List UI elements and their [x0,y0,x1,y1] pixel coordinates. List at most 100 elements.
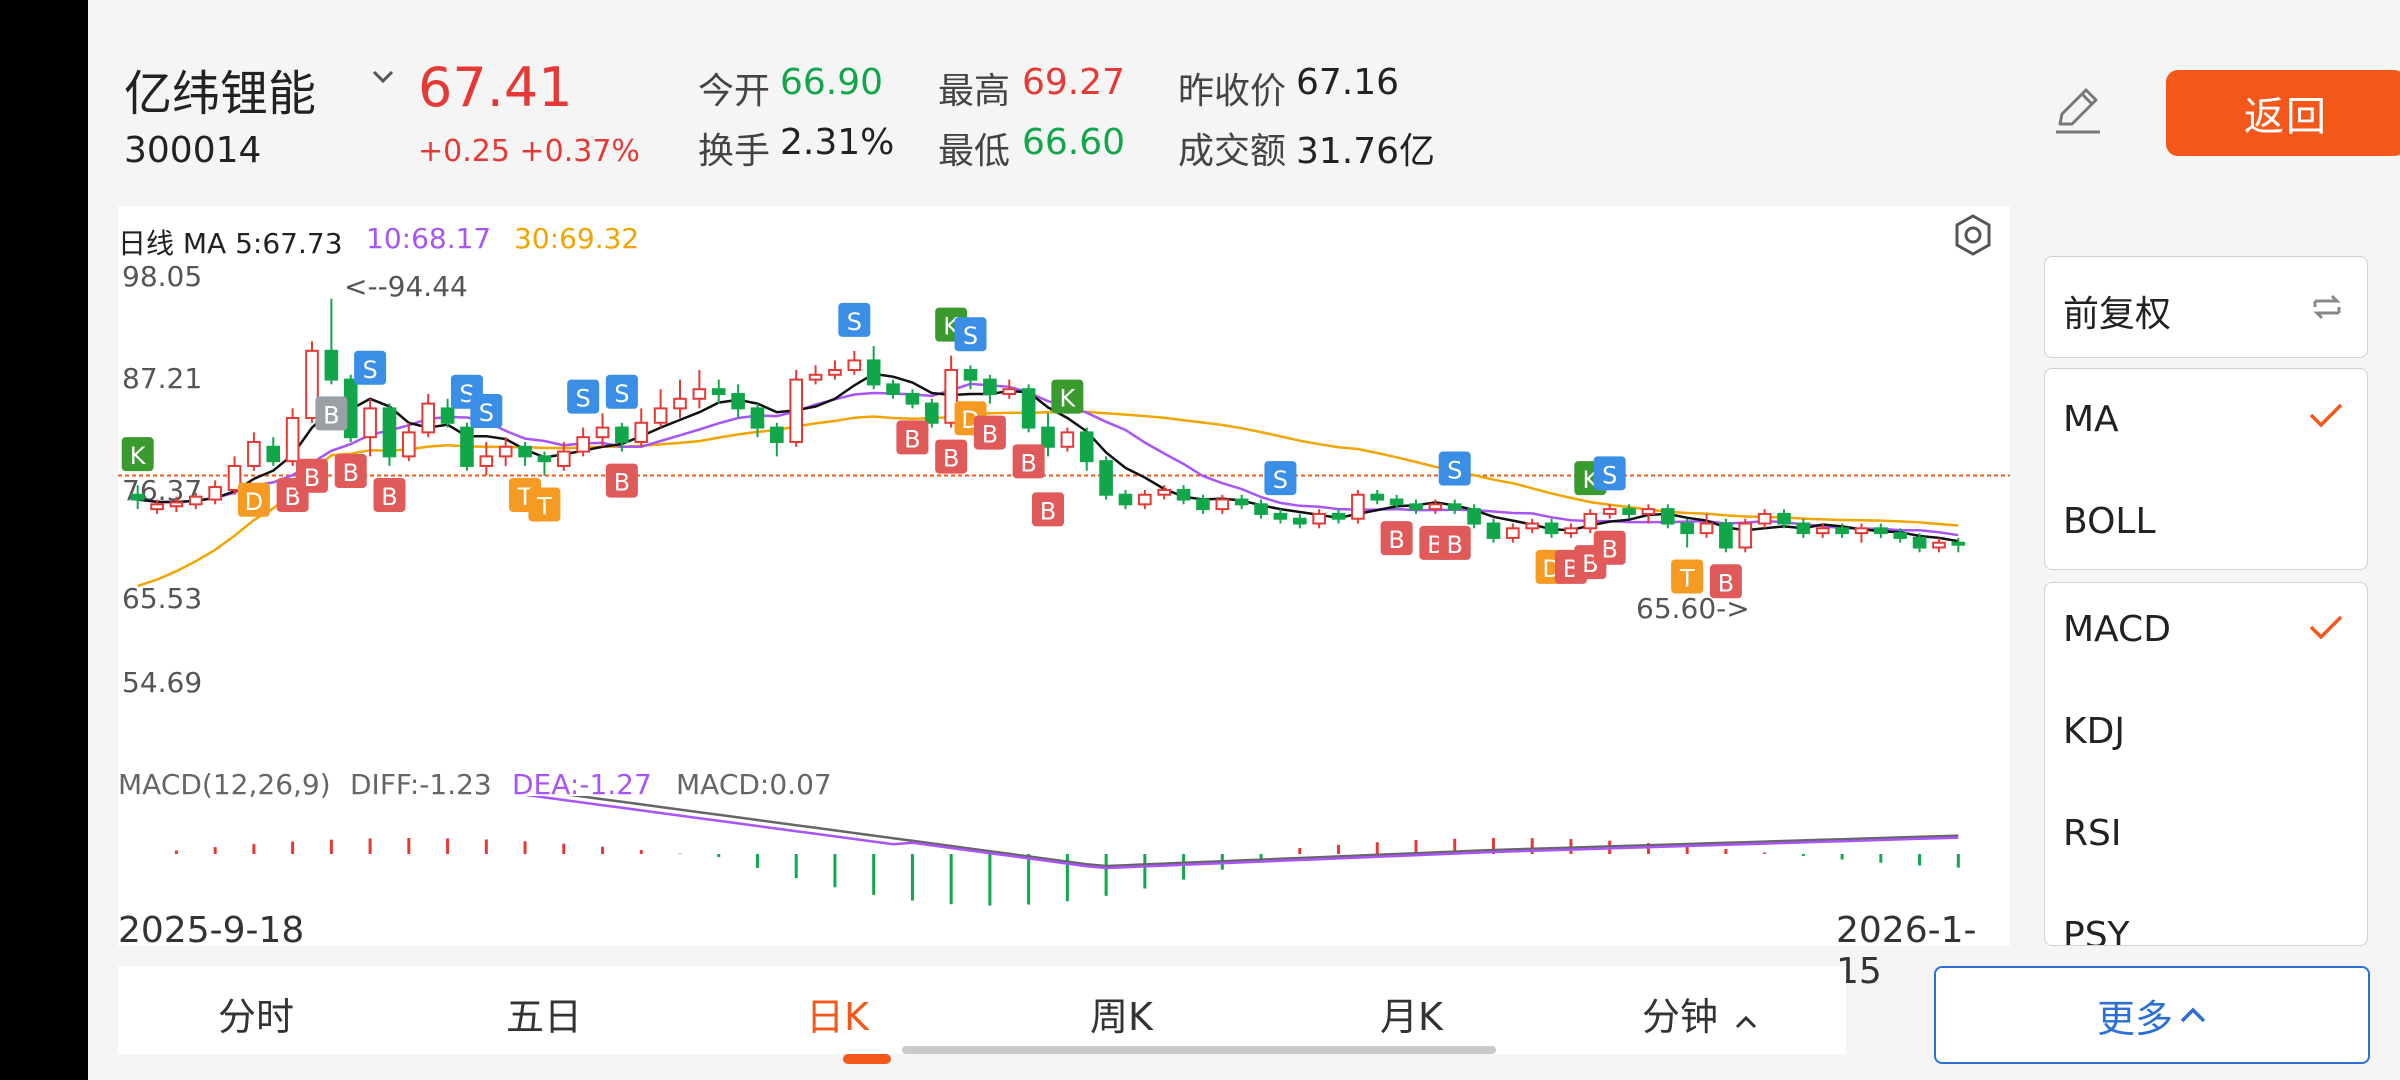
signal-badge-t: T [1671,559,1704,594]
signal-badge-text: S [614,380,629,408]
pencil-icon[interactable] [2050,80,2106,136]
chevron-down-icon[interactable] [368,62,398,92]
diff-line [569,796,1959,868]
candle [363,407,377,439]
candle [1099,460,1113,496]
kline-chart-panel[interactable]: 日线 MA 5:67.73 10:68.17 30:69.32 98.05 87… [118,206,2010,992]
candle [866,359,881,386]
signal-badge-text: D [245,488,263,516]
signal-badge-text: B [1718,569,1734,597]
tab-minute[interactable]: 分钟 [1642,986,1758,1041]
candle [595,426,610,439]
main-indicator-list: MA BOLL [2044,368,2368,570]
signal-badge-text: B [343,459,359,487]
signal-badge-b: B [896,420,929,455]
signal-badge-bg [315,396,348,431]
tab-weekly-k[interactable]: 周K [1090,995,1153,1039]
macd-legend: MACD(12,26,9) [118,768,331,801]
candle [1796,522,1811,535]
indicator-rsi[interactable]: RSI [2063,813,2122,854]
high-value: 69.27 [1022,62,1126,103]
candle [1351,493,1365,520]
candle [1060,431,1075,448]
candle [1544,522,1559,535]
candle [169,501,184,508]
candle [150,503,164,511]
signal-badge-text: B [381,483,397,511]
y-label-2: 87.21 [122,362,203,395]
signal-badge-b: B [334,453,367,488]
horizontal-scrollbar[interactable] [902,1046,1496,1054]
candle [1525,522,1540,530]
diff-legend: DIFF:-1.23 [350,768,492,801]
start-date: 2025-9-18 [118,910,305,951]
turnover-label: 换手 [698,131,771,172]
candle [208,486,222,501]
candle [1428,503,1443,511]
signal-badge-s: S [567,379,600,414]
candle [1409,503,1423,511]
tab-monthly-k[interactable]: 月K [1380,995,1443,1039]
macd-plot [174,796,1960,906]
indicator-kdj[interactable]: KDJ [2063,711,2125,752]
candle [944,369,958,424]
candle [1699,522,1714,535]
signal-badge-t: T [528,487,561,522]
candle [1079,431,1094,463]
signal-badge-b: B [1012,444,1045,479]
candle [1292,517,1307,525]
end-date: 2026-1-15 [1836,910,1977,992]
candle [615,426,629,443]
app-window: 亿纬锂能 300014 67.41 +0.25 +0.37% 今开 66.90 … [88,0,2400,1080]
back-button[interactable]: 返回 [2166,70,2400,156]
y-label-5: 54.69 [122,666,203,699]
candle [1021,388,1036,429]
candle [247,440,261,467]
indicator-ma[interactable]: MA [2063,399,2119,440]
signal-badge-text: S [1273,466,1288,494]
candle [1738,522,1753,549]
volume-value: 31.76亿 [1296,131,1436,172]
candle [188,495,203,506]
indicator-psy[interactable]: PSY [2063,915,2130,946]
stock-name[interactable]: 亿纬锂能 [124,66,317,122]
candle [983,378,997,395]
candle [847,359,862,372]
tab-five-day[interactable]: 五日 [506,995,583,1039]
signal-badge-bg [470,393,503,428]
candle [556,450,571,467]
candle [1506,527,1520,539]
signal-badge-s: S [605,374,638,409]
candle [1777,512,1791,525]
checkmark-icon [2309,615,2343,639]
candle [130,493,145,501]
candle [305,349,319,419]
signal-badge-text: S [576,385,591,413]
signal-badge-text: B [943,445,959,473]
candle [518,445,532,458]
indicator-macd[interactable]: MACD [2063,609,2171,650]
high-label: 最高 [938,71,1011,112]
candle [479,455,494,467]
signal-badge-bg [954,317,987,352]
more-button[interactable]: 更多 [1934,966,2370,1064]
chevron-up-icon [2180,1007,2206,1023]
candle [1622,508,1636,515]
signal-badge-k: K [121,437,154,472]
candle [402,431,416,458]
tab-intraday[interactable]: 分时 [218,995,295,1039]
signal-badge-bg [1593,456,1626,491]
settings-icon[interactable] [1950,212,1996,258]
swap-icon[interactable] [2307,287,2347,327]
signal-badge-bg [1012,444,1045,479]
candle [498,445,513,458]
signal-badge-text: S [847,308,862,336]
adjust-selector[interactable]: 前复权 [2044,256,2368,358]
signal-badge-s: S [1438,451,1471,486]
indicator-boll[interactable]: BOLL [2063,501,2156,542]
adjust-label: 前复权 [2063,294,2172,335]
candle [1951,541,1966,546]
tab-daily-k[interactable]: 日K [806,995,869,1039]
sub-indicator-list[interactable]: MACD KDJ RSI PSY [2044,582,2368,946]
signal-badge-bg [334,453,367,488]
